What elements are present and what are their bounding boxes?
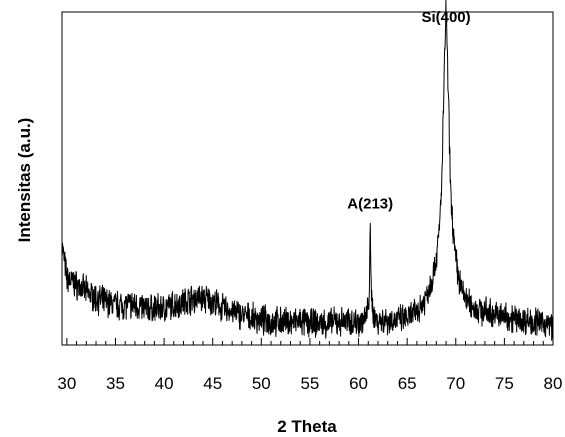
x-tick-label: 65 [398,374,417,393]
peak-label: Si(400) [421,9,470,26]
y-axis-title: Intensitas (a.u.) [15,118,34,243]
peak-label: A(213) [347,195,393,212]
x-tick-label: 60 [349,374,368,393]
x-tick-label: 55 [300,374,319,393]
x-tick-label: 35 [106,374,125,393]
plot-frame [61,11,554,346]
x-tick-label: 40 [155,374,174,393]
peak-annotations: Si(400) A(213) [347,9,470,212]
x-axis-title: 2 Theta [277,417,337,436]
x-tick-label: 45 [203,374,222,393]
x-tick-label: 75 [495,374,514,393]
series-line [61,0,554,341]
x-tick-label: 30 [57,374,76,393]
x-axis-ticks [66,338,554,345]
x-tick-label: 70 [446,374,465,393]
x-tick-label: 50 [252,374,271,393]
x-axis-tick-labels: 30 35 40 45 50 55 60 65 70 75 80 [57,374,562,393]
x-tick-label: 80 [544,374,563,393]
